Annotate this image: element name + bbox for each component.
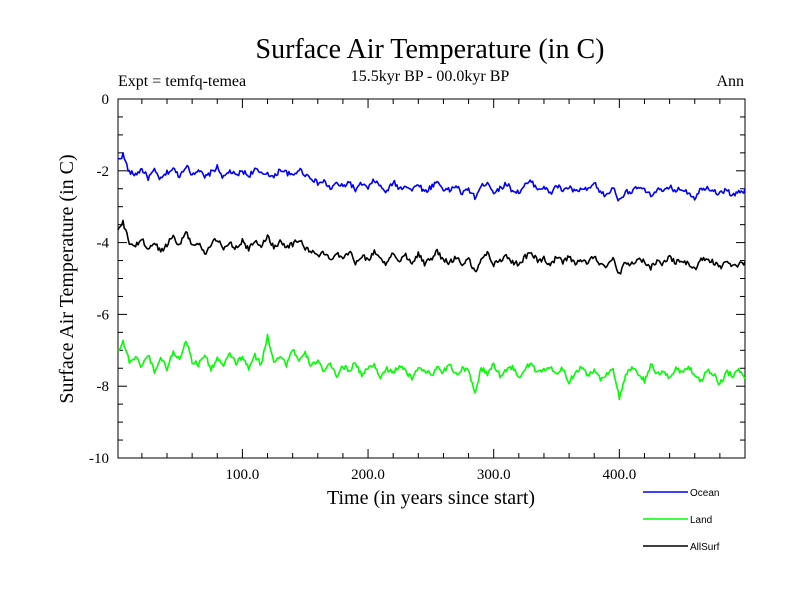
- experiment-label: Expt = temfq-temea: [118, 73, 246, 90]
- series-line-allsurf: [117, 219, 746, 275]
- season-label: Ann: [716, 73, 744, 90]
- legend: Ocean Land AllSurf: [643, 488, 720, 553]
- y-tick-label: 0: [102, 92, 110, 108]
- axis-tick-labels: 0 -2 -4 -6 -8 -10 100.0 200.0 300.0 400.0: [89, 92, 636, 483]
- x-tick-label: 100.0: [226, 467, 260, 483]
- axis-ticks: [118, 98, 745, 459]
- legend-label-allsurf: AllSurf: [690, 542, 720, 553]
- x-tick-label: 400.0: [602, 467, 636, 483]
- y-tick-label: -10: [89, 451, 109, 467]
- y-tick-label: -4: [97, 236, 110, 252]
- chart-title: Surface Air Temperature (in C): [256, 34, 605, 65]
- y-axis-label: Surface Air Temperature (in C): [56, 154, 78, 403]
- series-line-ocean: [117, 151, 746, 202]
- y-tick-label: -8: [97, 379, 110, 395]
- legend-label-ocean: Ocean: [690, 488, 719, 499]
- legend-label-land: Land: [690, 515, 712, 526]
- plot-frame: [117, 98, 746, 459]
- series-line-land: [117, 333, 746, 401]
- y-tick-label: -6: [97, 307, 110, 323]
- y-tick-label: -2: [97, 164, 110, 180]
- x-axis-label: Time (in years since start): [327, 487, 535, 509]
- x-tick-label: 300.0: [477, 467, 511, 483]
- series-lines: [117, 151, 746, 401]
- x-tick-label: 200.0: [351, 467, 385, 483]
- chart-subtitle: 15.5kyr BP - 00.0kyr BP: [351, 68, 510, 85]
